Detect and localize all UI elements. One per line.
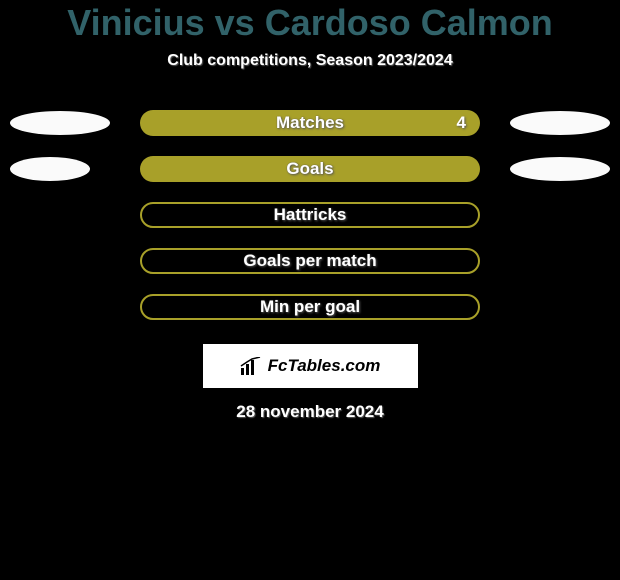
stat-label: Min per goal bbox=[142, 297, 478, 317]
right-ellipse bbox=[510, 157, 610, 181]
page-title: Vinicius vs Cardoso Calmon bbox=[0, 0, 620, 44]
left-ellipse bbox=[10, 111, 110, 135]
page-subtitle: Club competitions, Season 2023/2024 bbox=[0, 52, 620, 70]
stat-value: 4 bbox=[457, 113, 466, 133]
left-ellipse bbox=[10, 157, 90, 181]
date-text: 28 november 2024 bbox=[0, 402, 620, 422]
stat-row: Matches4 bbox=[0, 100, 620, 146]
comparison-chart: Matches4 Goals Hattricks Goals per match Min… bbox=[0, 100, 620, 330]
stat-bar: Matches4 bbox=[140, 110, 480, 136]
right-ellipse bbox=[510, 111, 610, 135]
stat-bar: Goals bbox=[140, 156, 480, 182]
stat-label: Goals bbox=[140, 159, 480, 179]
logo-text: FcTables.com bbox=[268, 356, 381, 376]
stat-row: Min per goal bbox=[0, 284, 620, 330]
stat-row: Goals per match bbox=[0, 238, 620, 284]
site-logo: FcTables.com bbox=[240, 356, 381, 376]
stat-bar: Goals per match bbox=[140, 248, 480, 274]
stat-label: Matches bbox=[140, 113, 480, 133]
stat-label: Goals per match bbox=[142, 251, 478, 271]
chart-icon bbox=[240, 357, 262, 375]
stat-row: Goals bbox=[0, 146, 620, 192]
stat-bar: Min per goal bbox=[140, 294, 480, 320]
stat-bar: Hattricks bbox=[140, 202, 480, 228]
stat-row: Hattricks bbox=[0, 192, 620, 238]
stat-label: Hattricks bbox=[142, 205, 478, 225]
logo-box: FcTables.com bbox=[203, 344, 418, 388]
